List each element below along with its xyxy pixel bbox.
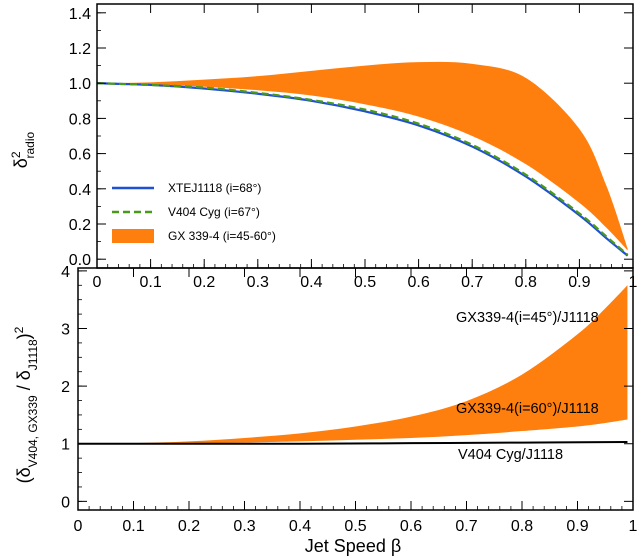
bottom-y-axis-title-sup: 2 (12, 326, 26, 333)
bottom-y-axis-title-open: (δ (14, 467, 34, 483)
legend-label: XTEJ1118 (i=68°) (168, 181, 261, 195)
top-y-tick-label: 0.4 (69, 182, 91, 199)
bottom-annotation: GX339-4(i=60°)/J1118 (456, 401, 599, 417)
bottom-panel: 0 0.1 0.2 0.3 0.4 0.5 0.6 0.7 0.8 0.9 1 0 1 2 3 4 GX339… (12, 264, 638, 556)
bottom-x-tick-label: 0.6 (400, 518, 422, 535)
gx339-band (97, 61, 628, 251)
bottom-y-axis-title-slash: / δ (14, 370, 34, 395)
legend-label: GX 339-4 (i=45-60°) (168, 229, 276, 243)
bottom-y-tick-label: 0 (61, 494, 70, 511)
bottom-y-axis-title-sub2: J1118 (26, 339, 40, 370)
top-y-tick-label: 1.0 (69, 76, 91, 93)
top-x-tick-label: 0 (93, 274, 102, 291)
top-y-tick-label: 1.2 (69, 41, 91, 58)
bottom-x-tick-label: 0.1 (122, 518, 144, 535)
bottom-ticks (77, 268, 634, 510)
ratio-band (78, 285, 628, 444)
bottom-x-tick-label: 0.8 (511, 518, 533, 535)
v404-ratio-line (78, 441, 628, 445)
bottom-lines-layer (78, 441, 628, 445)
bottom-band-layer (78, 285, 628, 444)
top-y-axis-title-sup: 2 (9, 151, 23, 158)
top-y-axis-title: δ2radio (9, 131, 37, 168)
legend-label: V404 Cyg (i=67°) (168, 205, 260, 219)
top-panel: 0 0.1 0.2 0.3 0.4 0.5 0.6 0.7 0.8 0.9 10.00.20.40.… (9, 3, 638, 291)
top-y-tick-label: 0.8 (69, 111, 91, 128)
top-y-tick-label: 0.0 (69, 252, 91, 269)
bottom-x-tick-label: 0.3 (233, 518, 255, 535)
bottom-y-axis-title-sub1: V404, GX339 (26, 395, 40, 467)
bottom-x-tick-label: 0.5 (344, 518, 366, 535)
bottom-x-tick-label: 0.4 (289, 518, 311, 535)
top-x-tick-label: 0.5 (354, 274, 376, 291)
bottom-y-axis-title-close: ) (14, 333, 34, 339)
top-x-tick-label: 0.6 (407, 274, 429, 291)
top-y-axis-title-delta: δ (11, 158, 31, 168)
top-ticks (96, 4, 634, 268)
bottom-y-tick-label: 2 (61, 379, 70, 396)
top-x-tick-label: 0.1 (139, 274, 161, 291)
bottom-y-tick-label: 1 (61, 437, 70, 454)
bottom-x-tick-label: 0.7 (455, 518, 477, 535)
top-x-tick-label: 0.3 (247, 274, 269, 291)
top-y-axis-title-sub: radio (23, 131, 37, 158)
top-x-tick-label: 0.2 (193, 274, 215, 291)
bottom-x-tick-label: 0.2 (178, 518, 200, 535)
top-y-tick-label: 0.2 (69, 217, 91, 234)
top-x-tick-label: 0.9 (568, 274, 590, 291)
top-lines-layer (96, 82, 629, 257)
bottom-annotations: GX339-4(i=45°)/J1118 GX339-4(i=60°)/J1118… (456, 310, 599, 463)
bottom-y-tick-label: 4 (61, 264, 70, 281)
bottom-x-axis-title: Jet Speed β (305, 536, 401, 556)
bottom-annotation: GX339-4(i=45°)/J1118 (456, 310, 599, 326)
bottom-x-tick-label: 0 (74, 518, 83, 535)
bottom-tick-labels: 0 0.1 0.2 0.3 0.4 0.5 0.6 0.7 0.8 0.9 1 0 1 2 3 4 (61, 264, 637, 535)
bottom-annotation: V404 Cyg/J1118 (458, 447, 563, 463)
top-x-tick-label: 0.8 (515, 274, 537, 291)
bottom-x-tick-label: 1 (629, 518, 638, 535)
top-band-layer (97, 61, 628, 251)
bottom-x-tick-label: 0.9 (566, 518, 588, 535)
top-x-tick-label: 0.4 (300, 274, 322, 291)
legend-swatch-gx339 (112, 229, 154, 243)
top-y-tick-label: 1.4 (69, 6, 91, 23)
legend: XTEJ1118 (i=68°) V404 Cyg (i=67°) GX 339-4… (112, 181, 276, 243)
top-x-tick-label: 0.7 (461, 274, 483, 291)
bottom-y-tick-label: 3 (61, 322, 70, 339)
bottom-y-axis-title: (δV404, GX339 / δJ1118)2 (12, 326, 40, 483)
top-y-tick-label: 0.6 (69, 147, 91, 164)
v404-cyg-line (96, 82, 629, 256)
